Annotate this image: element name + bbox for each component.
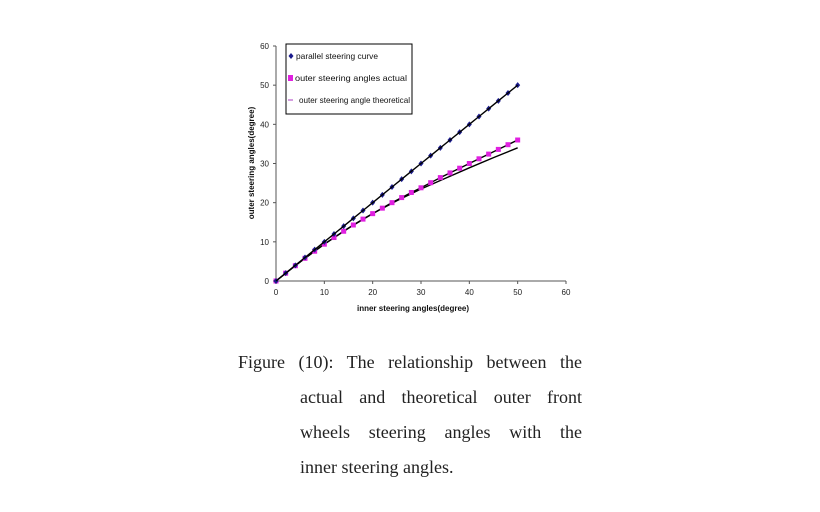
- actual-marker: [515, 137, 521, 143]
- y-tick-label: 50: [260, 81, 269, 90]
- y-tick-label: 0: [265, 277, 270, 286]
- actual-marker: [418, 185, 424, 191]
- plot-area: [273, 82, 521, 284]
- actual-marker: [379, 205, 385, 211]
- y-tick-label: 10: [260, 238, 269, 247]
- x-tick-label: 40: [465, 288, 474, 297]
- x-tick-label: 20: [368, 288, 377, 297]
- actual-marker: [505, 142, 511, 148]
- caption-line-3: wheels steering angles with the: [300, 422, 582, 442]
- y-tick-label: 40: [260, 120, 269, 129]
- legend-label: outer steering angle theoretical: [299, 95, 410, 105]
- actual-marker: [457, 165, 463, 171]
- actual-marker: [447, 170, 453, 176]
- actual-marker: [350, 222, 356, 228]
- actual-marker: [428, 180, 434, 186]
- y-tick-label: 60: [260, 42, 269, 51]
- legend-diamond-icon: [288, 53, 294, 59]
- legend-square-icon: [288, 75, 293, 81]
- caption-line-4: inner steering angles.: [300, 457, 454, 477]
- actual-marker: [370, 211, 376, 217]
- actual-marker: [399, 195, 405, 201]
- theoretical-line: [275, 147, 518, 282]
- legend-label: outer steering angles actual: [295, 73, 407, 83]
- legend-box: [285, 43, 413, 115]
- actual-marker: [437, 175, 443, 181]
- actual-marker: [495, 146, 501, 152]
- parallel-trendline: [275, 84, 519, 282]
- x-axis-label: inner steering angles(degree): [357, 304, 469, 313]
- x-tick-label: 30: [417, 288, 426, 297]
- chart-axes: 0 10 20 30 40 50 60 0 10 20 30 40 50 60: [260, 42, 571, 297]
- y-tick-label: 20: [260, 199, 269, 208]
- legend-label: parallel steering curve: [296, 51, 378, 61]
- y-tick-label: 30: [260, 160, 269, 169]
- actual-marker: [476, 156, 482, 162]
- actual-marker: [466, 161, 472, 166]
- actual-marker: [408, 189, 414, 195]
- x-tick-label: 10: [320, 288, 329, 297]
- actual-marker: [341, 228, 347, 234]
- x-tick-label: 50: [513, 288, 522, 297]
- figure-caption: Figure (10): The relationship between th…: [238, 345, 582, 485]
- actual-marker: [486, 151, 492, 157]
- caption-line-2: actual and theoretical outer front: [300, 387, 582, 407]
- actual-marker: [331, 235, 337, 241]
- x-tick-label: 0: [274, 288, 279, 297]
- chart-legend: parallel steering curve outer steering an…: [285, 43, 413, 115]
- scatter-chart: 0 10 20 30 40 50 60 0 10 20 30 40 50 60 parallel stee…: [247, 42, 571, 313]
- actual-marker: [389, 200, 395, 206]
- y-axis-label: outer steering angles(degree): [247, 106, 256, 219]
- x-tick-label: 60: [562, 288, 571, 297]
- actual-marker: [360, 216, 366, 222]
- caption-line-1: Figure (10): The relationship between th…: [238, 352, 582, 372]
